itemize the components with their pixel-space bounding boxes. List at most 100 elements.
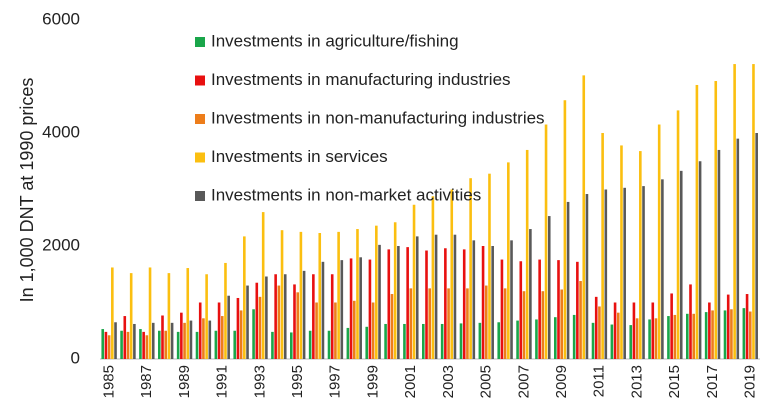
bar (227, 295, 230, 359)
bar (393, 222, 397, 359)
bar (654, 318, 658, 359)
bar (164, 330, 167, 359)
bar (723, 310, 727, 359)
bar (151, 322, 155, 359)
bar (403, 323, 406, 359)
bar (290, 332, 293, 359)
bar (507, 162, 510, 359)
bar (447, 288, 450, 359)
bar (308, 330, 312, 359)
bar (378, 244, 381, 359)
bar (145, 335, 149, 359)
x-tick-label: 2003 (440, 365, 457, 398)
bar (368, 259, 372, 359)
bar (293, 284, 296, 359)
bar (265, 276, 268, 359)
bar (616, 312, 620, 359)
bar (123, 316, 127, 359)
bar (529, 229, 532, 359)
bar (547, 216, 551, 359)
bar (730, 309, 733, 359)
bar (686, 313, 689, 359)
bar (491, 246, 494, 359)
bar (711, 310, 714, 359)
bar (604, 189, 608, 359)
bar (330, 274, 334, 359)
x-tick-label: 2009 (553, 365, 570, 398)
bar (375, 225, 378, 359)
bar (114, 322, 117, 359)
bar (698, 161, 702, 359)
bar (676, 110, 680, 360)
bar (708, 302, 711, 359)
x-tick-label: 2013 (628, 365, 645, 398)
bar (243, 236, 246, 359)
bar (726, 294, 730, 359)
bar (337, 231, 340, 359)
bar (252, 309, 255, 359)
bar (629, 325, 633, 359)
bar (198, 302, 202, 359)
x-tick-label: 1999 (364, 365, 381, 398)
bar (544, 124, 548, 360)
bar (428, 288, 431, 359)
bar (755, 133, 758, 359)
bar (126, 331, 130, 359)
bar (670, 293, 673, 359)
bar (352, 300, 356, 359)
x-tick-label: 2011 (591, 365, 608, 397)
bar (648, 319, 651, 359)
bar (733, 64, 736, 359)
bar (120, 330, 123, 359)
bar (415, 236, 419, 359)
y-tick-label: 0 (71, 348, 80, 367)
bar (129, 273, 133, 359)
bar (488, 173, 491, 359)
bar (462, 249, 466, 359)
x-tick-label: 1985 (100, 365, 117, 398)
legend-marker (195, 37, 205, 47)
bar (632, 302, 636, 359)
bar (497, 322, 501, 359)
bar (742, 308, 746, 359)
bar (440, 323, 444, 359)
bar (189, 320, 193, 359)
bar (255, 282, 259, 359)
bar (397, 246, 400, 359)
bar (280, 230, 284, 359)
bar (239, 310, 243, 359)
y-axis-label: In 1,000 DNT at 1990 prices (17, 78, 37, 303)
bar (695, 84, 699, 359)
bar (572, 314, 576, 359)
bar (585, 194, 589, 359)
bar (170, 322, 174, 359)
x-tick-label: 1991 (214, 365, 231, 398)
bar (139, 329, 142, 359)
bar (236, 297, 240, 359)
y-tick-label: 4000 (42, 122, 80, 141)
bar (422, 323, 425, 359)
bar (661, 179, 664, 359)
x-tick-label: 1987 (138, 365, 155, 398)
bar (186, 268, 190, 359)
bar (541, 291, 545, 359)
bar (133, 323, 136, 359)
bar (598, 306, 601, 359)
bar (657, 124, 661, 360)
bar (642, 186, 645, 359)
bar (613, 302, 617, 359)
bar (371, 302, 375, 359)
bar (167, 273, 171, 359)
legend-label: Investments in non-manufacturing industr… (211, 108, 545, 127)
legend-label: Investments in manufacturing industries (211, 70, 511, 89)
legend-marker (195, 114, 205, 124)
bar (459, 323, 463, 359)
legend-marker (195, 75, 205, 86)
bar (689, 284, 692, 359)
bar (327, 330, 331, 359)
bar (704, 312, 708, 359)
bar (554, 317, 557, 359)
bar (334, 302, 337, 359)
bar (478, 322, 482, 359)
bar (450, 189, 454, 359)
